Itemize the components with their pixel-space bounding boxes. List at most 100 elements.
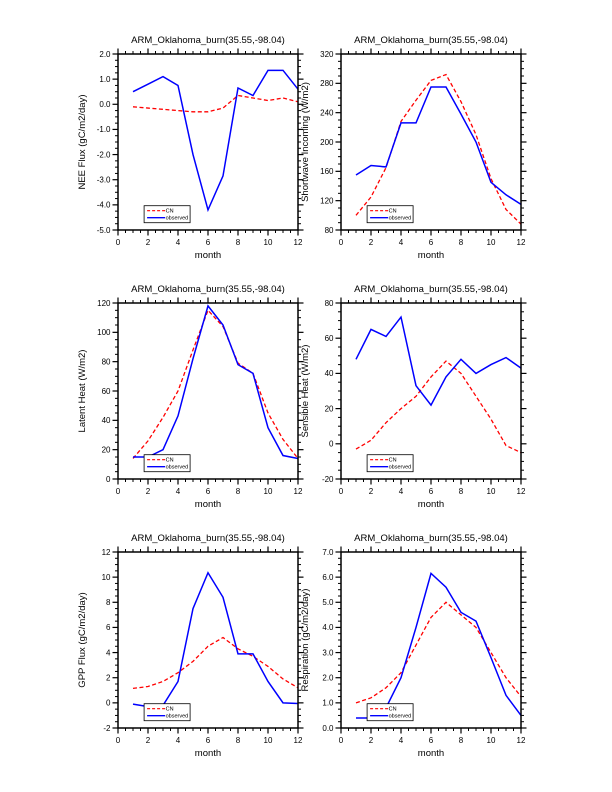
svg-text:0: 0	[106, 699, 111, 708]
svg-text:CN: CN	[389, 209, 397, 215]
svg-text:320: 320	[320, 50, 334, 59]
svg-text:2: 2	[369, 736, 374, 745]
panel-nee-flux: ARM_Oklahoma_burn(35.55,-98.04) month NEE …	[72, 28, 308, 276]
svg-text:6: 6	[206, 487, 211, 496]
svg-text:CN: CN	[166, 209, 174, 215]
svg-text:observed: observed	[166, 714, 189, 720]
svg-text:Respiration (gC/m2/day): Respiration (gC/m2/day)	[300, 589, 311, 692]
panel-shortwave-incoming: ARM_Oklahoma_burn(35.55,-98.04)month Shor…	[295, 28, 531, 276]
svg-text:2.0: 2.0	[322, 674, 334, 683]
svg-text:7.0: 7.0	[322, 548, 334, 557]
svg-text:10: 10	[487, 736, 496, 745]
svg-text:240: 240	[320, 108, 334, 117]
svg-text:4: 4	[176, 487, 181, 496]
svg-text:observed: observed	[166, 216, 189, 222]
svg-text:4: 4	[176, 238, 181, 247]
svg-text:-2: -2	[103, 724, 111, 733]
svg-text:6: 6	[206, 736, 211, 745]
svg-text:0: 0	[339, 487, 344, 496]
svg-text:10: 10	[102, 573, 111, 582]
latent-heat-chart: ARM_Oklahoma_burn(35.55,-98.04)month Late…	[77, 284, 304, 510]
svg-text:2: 2	[369, 487, 374, 496]
svg-text:month: month	[418, 499, 444, 510]
svg-text:0: 0	[116, 238, 121, 247]
svg-text:6: 6	[429, 238, 434, 247]
nee-flux-chart: ARM_Oklahoma_burn(35.55,-98.04)month NEE …	[77, 35, 304, 261]
svg-text:CN: CN	[389, 458, 397, 464]
svg-text:12: 12	[517, 487, 526, 496]
svg-text:observed: observed	[389, 216, 412, 222]
svg-text:observed: observed	[389, 465, 412, 471]
svg-text:12: 12	[517, 238, 526, 247]
svg-text:Shortwave Incoming (W/m2): Shortwave Incoming (W/m2)	[300, 82, 311, 202]
svg-text:6.0: 6.0	[322, 573, 334, 582]
svg-text:-2.0: -2.0	[97, 150, 111, 159]
svg-text:40: 40	[102, 416, 111, 425]
svg-text:Latent Heat (W/m2): Latent Heat (W/m2)	[77, 350, 88, 433]
svg-text:10: 10	[264, 487, 273, 496]
svg-text:2: 2	[146, 736, 151, 745]
svg-text:ARM_Oklahoma_burn(35.55,-98.04: ARM_Oklahoma_burn(35.55,-98.04)	[354, 35, 508, 46]
svg-text:160: 160	[320, 167, 334, 176]
svg-text:8: 8	[459, 238, 464, 247]
svg-text:-5.0: -5.0	[97, 226, 111, 235]
svg-text:4.0: 4.0	[322, 623, 334, 632]
svg-text:12: 12	[294, 487, 303, 496]
svg-text:8: 8	[236, 487, 241, 496]
svg-text:6: 6	[429, 487, 434, 496]
svg-text:8: 8	[106, 598, 111, 607]
svg-text:0: 0	[116, 487, 121, 496]
svg-text:4: 4	[176, 736, 181, 745]
svg-text:80: 80	[102, 357, 111, 366]
svg-text:6: 6	[429, 736, 434, 745]
svg-text:200: 200	[320, 138, 334, 147]
svg-text:1.0: 1.0	[99, 75, 111, 84]
svg-text:20: 20	[102, 445, 111, 454]
svg-text:4: 4	[399, 487, 404, 496]
svg-text:10: 10	[264, 736, 273, 745]
svg-text:280: 280	[320, 79, 334, 88]
svg-text:8: 8	[459, 736, 464, 745]
svg-text:120: 120	[320, 196, 334, 205]
svg-text:0: 0	[339, 238, 344, 247]
svg-text:-4.0: -4.0	[97, 201, 111, 210]
svg-text:2: 2	[146, 238, 151, 247]
svg-text:ARM_Oklahoma_burn(35.55,-98.04: ARM_Oklahoma_burn(35.55,-98.04)	[131, 35, 285, 46]
svg-text:Sensible Heat (W/m2): Sensible Heat (W/m2)	[300, 345, 311, 438]
svg-text:0: 0	[116, 736, 121, 745]
gpp-flux-chart: ARM_Oklahoma_burn(35.55,-98.04)month GPP …	[77, 533, 304, 759]
svg-text:observed: observed	[389, 714, 412, 720]
panel-gpp-flux: ARM_Oklahoma_burn(35.55,-98.04) month GPP …	[72, 526, 308, 774]
svg-text:12: 12	[517, 736, 526, 745]
svg-text:4: 4	[399, 238, 404, 247]
svg-text:-20: -20	[322, 475, 334, 484]
svg-text:60: 60	[102, 387, 111, 396]
svg-text:2: 2	[369, 238, 374, 247]
svg-text:month: month	[195, 499, 221, 510]
svg-text:0.0: 0.0	[99, 100, 111, 109]
svg-text:month: month	[195, 748, 221, 759]
respiration-chart: ARM_Oklahoma_burn(35.55,-98.04)month Resp…	[300, 533, 527, 759]
svg-text:1.0: 1.0	[322, 699, 334, 708]
svg-text:CN: CN	[166, 707, 174, 713]
svg-text:80: 80	[325, 226, 334, 235]
svg-text:-3.0: -3.0	[97, 176, 111, 185]
svg-text:ARM_Oklahoma_burn(35.55,-98.04: ARM_Oklahoma_burn(35.55,-98.04)	[131, 284, 285, 295]
svg-text:6: 6	[206, 238, 211, 247]
sensible-heat-chart: ARM_Oklahoma_burn(35.55,-98.04)month Sens…	[300, 284, 527, 510]
svg-text:20: 20	[325, 404, 334, 413]
svg-text:-1.0: -1.0	[97, 125, 111, 134]
svg-text:month: month	[418, 748, 444, 759]
svg-text:12: 12	[102, 548, 111, 557]
svg-text:8: 8	[236, 238, 241, 247]
svg-text:month: month	[418, 250, 444, 261]
svg-text:3.0: 3.0	[322, 648, 334, 657]
svg-text:5.0: 5.0	[322, 598, 334, 607]
panel-sensible-heat: ARM_Oklahoma_burn(35.55,-98.04) month Sens…	[295, 277, 531, 525]
